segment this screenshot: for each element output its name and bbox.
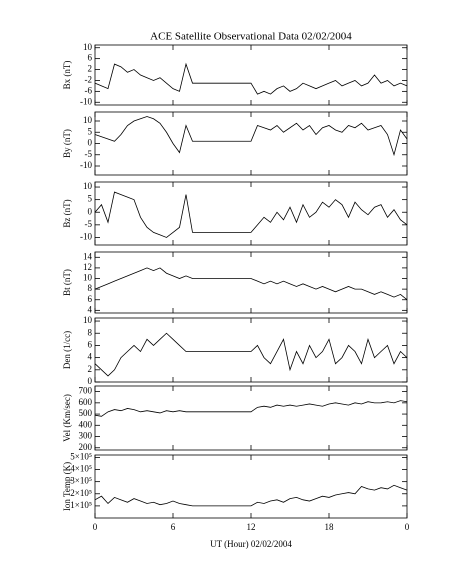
y-tick-label: 500 <box>79 408 93 418</box>
data-line <box>94 191 408 238</box>
y-tick-label: 8 <box>88 327 93 337</box>
panel-frame <box>94 251 408 314</box>
y-tick-label: -5 <box>85 149 93 159</box>
y-tick-label: 5×10⁵ <box>70 451 92 461</box>
y-tick-label: -5 <box>85 219 93 229</box>
chart-title: ACE Satellite Observational Data 02/02/2… <box>150 31 352 43</box>
y-tick-label: 10 <box>83 315 93 325</box>
y-tick-label: 200 <box>79 442 93 452</box>
y-tick-label: 1×10⁵ <box>70 500 92 510</box>
data-line <box>94 62 408 95</box>
y-tick-label: 0 <box>88 376 93 386</box>
x-tick-label: 6 <box>171 522 176 532</box>
y-tick-label: 4×10⁵ <box>70 464 92 474</box>
y-tick-label: 2×10⁵ <box>70 488 92 498</box>
y-tick-label: 4 <box>88 304 93 314</box>
y-tick-label: 14 <box>83 251 93 261</box>
y-tick-label: -6 <box>85 85 93 95</box>
y-tick-label: 10 <box>83 273 93 283</box>
y-axis-label: Vel (Km/sec) <box>62 394 72 442</box>
y-tick-label: 6 <box>88 294 93 304</box>
panel-frame <box>94 454 408 519</box>
y-axis-label: Den (1/cc) <box>62 331 72 369</box>
y-tick-label: 2 <box>88 364 93 374</box>
y-tick-label: 12 <box>83 262 92 272</box>
y-tick-label: 0 <box>88 206 93 216</box>
y-tick-label: -10 <box>80 96 92 106</box>
y-axis-label: Bz (nT) <box>62 199 72 227</box>
y-tick-label: 6 <box>88 53 93 63</box>
y-tick-label: 600 <box>79 397 93 407</box>
y-axis-label: Bx (nT) <box>62 61 72 90</box>
y-tick-label: -2 <box>85 75 93 85</box>
y-tick-label: 5 <box>88 126 93 136</box>
y-tick-label: -10 <box>80 232 92 242</box>
panel-frame <box>94 317 408 383</box>
y-tick-label: 0 <box>88 138 93 148</box>
y-tick-label: 400 <box>79 419 93 429</box>
y-tick-label: 700 <box>79 386 93 396</box>
x-tick-label: 0 <box>93 522 98 532</box>
data-line <box>94 116 408 157</box>
y-tick-label: 10 <box>83 181 93 191</box>
x-axis-label: UT (Hour) 02/02/2004 <box>210 539 292 549</box>
y-tick-label: 8 <box>88 283 93 293</box>
y-axis-label: By (nT) <box>62 129 72 158</box>
panel-frame <box>94 181 408 246</box>
y-tick-label: -10 <box>80 160 92 170</box>
data-line <box>94 484 408 507</box>
x-tick-label: 0 <box>405 522 410 532</box>
x-tick-label: 12 <box>247 522 256 532</box>
y-tick-label: 300 <box>79 431 93 441</box>
y-tick-label: 2 <box>88 64 93 74</box>
y-tick-label: 10 <box>83 42 93 52</box>
panel-frame <box>94 44 408 106</box>
data-line <box>94 267 408 301</box>
panel-frame <box>94 385 408 451</box>
x-tick-label: 18 <box>325 522 335 532</box>
data-line <box>94 400 408 417</box>
y-tick-label: 4 <box>88 352 93 362</box>
data-line <box>94 332 408 377</box>
y-axis-label: Ion Temp (K) <box>62 462 72 511</box>
y-tick-label: 5 <box>88 194 93 204</box>
y-tick-label: 6 <box>88 339 93 349</box>
y-axis-label: Bt (nT) <box>62 269 72 296</box>
y-tick-label: 3×10⁵ <box>70 476 92 486</box>
y-tick-label: 10 <box>83 115 93 125</box>
panel-frame <box>94 111 408 176</box>
